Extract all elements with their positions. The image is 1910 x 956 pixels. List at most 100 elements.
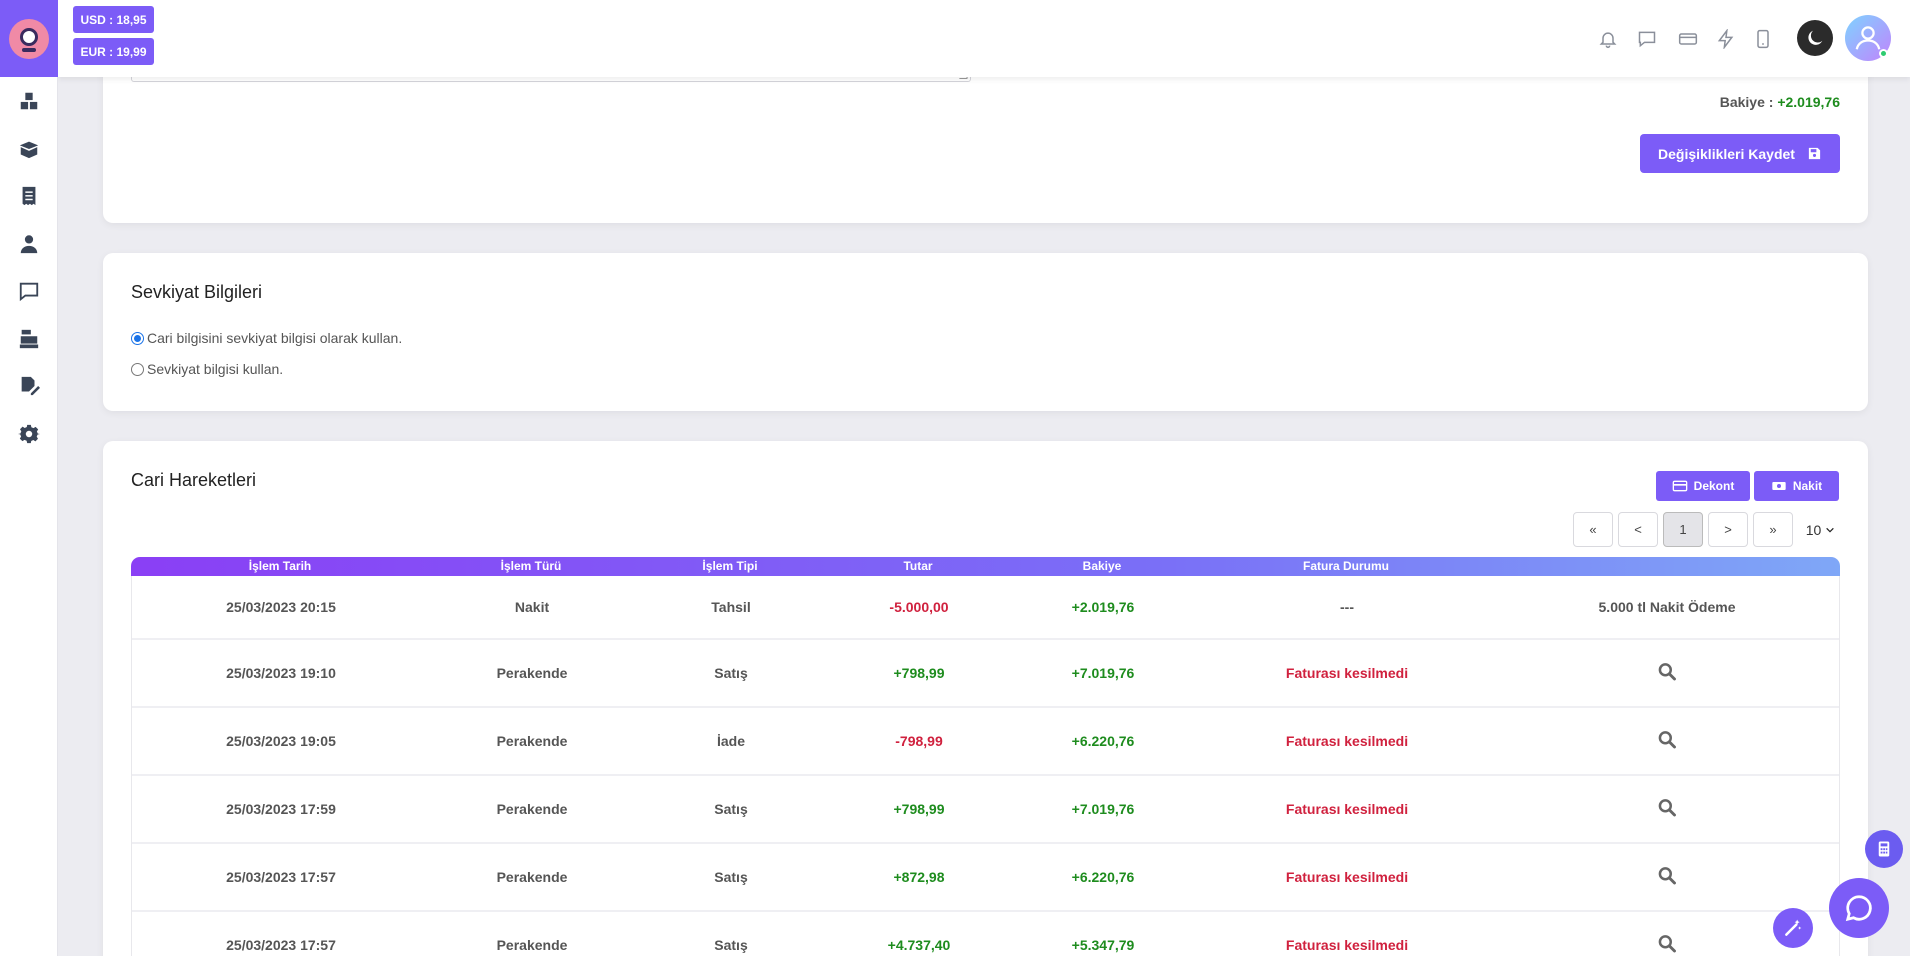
- table-row[interactable]: 25/03/2023 17:59 Perakende Satış +798,99…: [132, 776, 1839, 844]
- movements-table-body: 25/03/2023 20:15 Nakit Tahsil -5.000,00 …: [131, 576, 1840, 956]
- cell-balance: +5.347,79: [1071, 937, 1135, 953]
- live-chat-button[interactable]: [1829, 878, 1889, 938]
- nakit-label: Nakit: [1792, 479, 1823, 493]
- cell-kind: Tahsil: [711, 599, 751, 615]
- table-row[interactable]: 25/03/2023 17:57 Perakende Satış +872,98…: [132, 844, 1839, 912]
- calculator-icon: [1878, 841, 1890, 857]
- radio-checked[interactable]: [131, 331, 144, 345]
- table-row[interactable]: 25/03/2023 19:10 Perakende Satış +798,99…: [132, 640, 1839, 708]
- cell-type: Perakende: [496, 801, 568, 817]
- pager-current[interactable]: 1: [1663, 512, 1703, 547]
- cell-type: Perakende: [496, 937, 568, 953]
- cell-amount: +872,98: [893, 869, 945, 885]
- cell-amount: +798,99: [893, 665, 945, 681]
- page-size-value: 10: [1805, 521, 1822, 538]
- shipping-option-use-account[interactable]: Cari bilgisini sevkiyat bilgisi olarak k…: [131, 330, 402, 346]
- column-header[interactable]: İşlem Tarih: [248, 559, 312, 573]
- search-icon[interactable]: [1657, 730, 1677, 753]
- shipping-info-title: Sevkiyat Bilgileri: [131, 282, 263, 302]
- calculator-button[interactable]: [1865, 830, 1903, 868]
- phone-icon[interactable]: [1751, 27, 1775, 51]
- cell-balance: +6.220,76: [1071, 733, 1135, 749]
- shipping-option-custom[interactable]: Sevkiyat bilgisi kullan.: [131, 361, 283, 377]
- table-row[interactable]: 25/03/2023 17:57 Perakende Satış +4.737,…: [132, 912, 1839, 956]
- pager-last[interactable]: »: [1753, 512, 1793, 547]
- search-icon[interactable]: [1657, 866, 1677, 889]
- cell-balance: +7.019,76: [1071, 665, 1135, 681]
- app-logo[interactable]: [0, 0, 58, 77]
- cell-kind: İade: [716, 733, 746, 749]
- column-header[interactable]: İşlem Tipi: [702, 559, 758, 573]
- shipping-info-card: Sevkiyat Bilgileri Cari bilgisini sevkiy…: [103, 253, 1868, 411]
- magic-wand-icon: [1785, 919, 1802, 936]
- save-changes-label: Değişiklikleri Kaydet: [1658, 145, 1795, 162]
- search-icon[interactable]: [1657, 934, 1677, 956]
- radio-unchecked[interactable]: [131, 362, 144, 376]
- dekont-label: Dekont: [1693, 479, 1735, 493]
- table-row[interactable]: 25/03/2023 20:15 Nakit Tahsil -5.000,00 …: [132, 576, 1839, 640]
- cell-kind: Satış: [714, 869, 748, 885]
- cell-type: Nakit: [514, 599, 550, 615]
- gear-icon[interactable]: [17, 422, 41, 446]
- cell-date: 25/03/2023 20:15: [226, 599, 336, 615]
- column-header[interactable]: Fatura Durumu: [1302, 559, 1390, 573]
- chat-icon[interactable]: [17, 279, 41, 303]
- cell-kind: Satış: [714, 937, 748, 953]
- table-row[interactable]: 25/03/2023 19:05 Perakende İade -798,99 …: [132, 708, 1839, 776]
- magic-wand-button[interactable]: [1773, 908, 1813, 948]
- balance-value: +2.019,76: [1777, 94, 1840, 110]
- column-header[interactable]: İşlem Türü: [500, 559, 562, 573]
- boxes-icon[interactable]: [17, 89, 41, 113]
- eur-rate-badge: EUR : 19,99: [73, 38, 154, 65]
- account-movements-title: Cari Hareketleri: [131, 470, 257, 490]
- user-tie-icon[interactable]: [17, 232, 41, 256]
- cell-type: Perakende: [496, 733, 568, 749]
- cell-invoice-status: Faturası kesilmedi: [1285, 937, 1409, 953]
- cell-balance: +2.019,76: [1071, 599, 1135, 615]
- cell-note: 5.000 tl Nakit Ödeme: [1598, 599, 1736, 615]
- online-status-dot: [1879, 49, 1888, 58]
- moon-icon[interactable]: [1797, 20, 1833, 56]
- bell-icon[interactable]: [1596, 27, 1620, 51]
- cell-invoice-status: Faturası kesilmedi: [1285, 665, 1409, 681]
- topbar: USD : 18,95 EUR : 19,99: [58, 0, 1910, 77]
- column-header[interactable]: Bakiye: [1082, 559, 1122, 573]
- open-box-icon[interactable]: [17, 137, 41, 161]
- nakit-button[interactable]: Nakit: [1754, 471, 1839, 501]
- cell-type: Perakende: [496, 665, 568, 681]
- ticket-icon[interactable]: [1676, 27, 1700, 51]
- movements-table-header: İşlem Tarih İşlem Türü İşlem Tipi Tutar …: [131, 557, 1840, 576]
- cell-date: 25/03/2023 17:57: [226, 869, 336, 885]
- cell-date: 25/03/2023 17:59: [226, 801, 336, 817]
- cell-date: 25/03/2023 19:10: [226, 665, 336, 681]
- user-avatar-icon[interactable]: [1845, 15, 1891, 61]
- account-movements-card: Cari Hareketleri Dekont Nakit « < 1 > » …: [103, 441, 1868, 956]
- chat-bubble-icon: [1845, 895, 1872, 922]
- dekont-button[interactable]: Dekont: [1656, 471, 1750, 501]
- pager-first[interactable]: «: [1573, 512, 1613, 547]
- credit-card-icon: [1672, 480, 1687, 492]
- search-icon[interactable]: [1657, 662, 1677, 685]
- cell-type: Perakende: [496, 869, 568, 885]
- cell-invoice-status: ---: [1340, 599, 1354, 615]
- sidebar: [0, 0, 58, 956]
- cell-invoice-status: Faturası kesilmedi: [1285, 869, 1409, 885]
- money-bill-icon: [1772, 482, 1786, 490]
- cell-date: 25/03/2023 19:05: [226, 733, 336, 749]
- account-form-card: Bakiye : +2.019,76 Değişiklikleri Kaydet: [103, 50, 1868, 223]
- cell-invoice-status: Faturası kesilmedi: [1285, 801, 1409, 817]
- receipt-icon[interactable]: [17, 184, 41, 208]
- page-size-select[interactable]: 10: [1798, 512, 1843, 547]
- column-header[interactable]: Tutar: [903, 559, 933, 573]
- cell-amount: +4.737,40: [887, 937, 951, 953]
- message-icon[interactable]: [1635, 27, 1659, 51]
- shipping-option1-label: Cari bilgisini sevkiyat bilgisi olarak k…: [147, 330, 403, 346]
- bolt-icon[interactable]: [1714, 27, 1738, 51]
- usd-rate-badge: USD : 18,95: [73, 6, 154, 33]
- pager-prev[interactable]: <: [1618, 512, 1658, 547]
- save-changes-button[interactable]: Değişiklikleri Kaydet: [1640, 134, 1840, 173]
- signature-icon[interactable]: [17, 374, 41, 398]
- cash-register-icon[interactable]: [17, 327, 41, 351]
- pager-next[interactable]: >: [1708, 512, 1748, 547]
- search-icon[interactable]: [1657, 798, 1677, 821]
